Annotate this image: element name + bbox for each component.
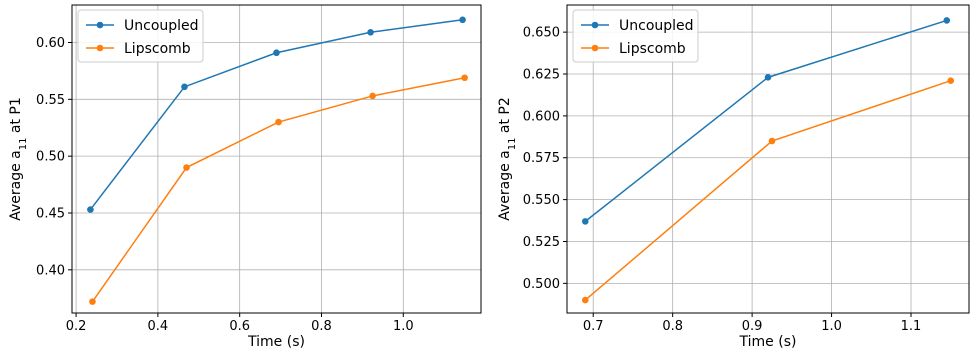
panel-2-y-axis-label: Average a11 at P2 [497, 97, 518, 221]
panel-2-y-tick-label: 0.500 [523, 277, 560, 292]
panel-1-data-point-uncoupled [87, 206, 94, 213]
panel-2-x-tick-label: 0.8 [662, 319, 683, 334]
panel-2-data-point-lipscomb [947, 77, 955, 85]
panel-1-data-point-uncoupled [367, 28, 374, 36]
panel-1-legend-marker-lipscomb [96, 44, 104, 52]
panel-2-y-tick-label: 0.625 [523, 68, 560, 83]
panel-1-data-point-lipscomb [369, 92, 376, 100]
panel-2-data-point-lipscomb [581, 296, 589, 304]
panel-1-data-point-uncoupled [273, 49, 280, 57]
panel-1-x-tick-label: 0.4 [148, 319, 169, 334]
panel-2-x-tick-label: 1.1 [901, 319, 922, 334]
panel-2-y-tick-label: 0.550 [523, 193, 560, 208]
panel-1-y-tick-label: 0.60 [36, 36, 65, 51]
panel-2-axes-frame [566, 4, 970, 314]
panel-1-y-axis-label: Average a11 at P1 [8, 97, 29, 221]
panel-2-series-line-lipscomb [584, 79, 951, 301]
panel-1-x-tick-label: 0.8 [311, 319, 332, 334]
panel-1-data-point-lipscomb [183, 164, 190, 171]
panel-2-legend-label-uncoupled: Uncoupled [619, 18, 694, 34]
panel-1-y-tick-label: 0.55 [36, 93, 65, 108]
panel-1-y-tick-label: 0.45 [36, 206, 65, 221]
panel-2-data-point-uncoupled [581, 218, 589, 225]
panel-2-x-axis-label: Time (s) [739, 334, 797, 350]
panel-1-x-tick-label: 1.0 [393, 319, 414, 334]
panel-1-axes-frame [71, 4, 482, 314]
panel-1-legend: Uncoupled Lipscomb [77, 9, 204, 63]
panel-2-x-tick-label: 0.7 [583, 319, 604, 334]
panel-1-legend-label-uncoupled: Uncoupled [124, 18, 199, 34]
panel-2-legend-marker-uncoupled [591, 21, 599, 29]
panel-2-x-tick-label: 0.9 [742, 319, 763, 334]
panel-2-legend-box [572, 9, 699, 63]
panel-1-plot: 0.2 0.4 0.6 0.8 1.0 0.40 0.45 0.50 0.55 0.60 Time … [8, 4, 482, 350]
panel-1-legend-marker-uncoupled [96, 21, 104, 29]
panel-1-legend-label-lipscomb: Lipscomb [124, 41, 191, 57]
panel-2-legend: Uncoupled Lipscomb [572, 9, 699, 63]
panel-1-data-point-lipscomb [89, 298, 96, 305]
panel-2-x-tick-label: 1.0 [821, 319, 842, 334]
panel-1-series-line-lipscomb [91, 77, 465, 303]
panel-1-x-axis-label: Time (s) [247, 334, 305, 350]
panel-1-data-point-uncoupled [459, 16, 466, 24]
panel-1-data-point-lipscomb [275, 118, 282, 126]
panel-2-data-point-uncoupled [764, 74, 772, 81]
panel-2-y-tick-label: 0.650 [523, 26, 560, 41]
panel-2-y-tick-label: 0.575 [523, 151, 560, 166]
panel-2-y-tick-label: 0.525 [523, 235, 560, 250]
panel-1-y-tick-label: 0.40 [36, 263, 65, 278]
panel-2-plot: 0.7 0.8 0.9 1.0 1.1 0.500 0.525 0.550 0.575 0.600… [497, 4, 970, 350]
panel-2-data-point-uncoupled [943, 17, 951, 24]
panel-1-data-point-lipscomb [461, 74, 468, 82]
panel-2-data-point-lipscomb [768, 137, 776, 145]
panel-1-y-tick-label: 0.50 [36, 150, 65, 165]
panel-1-data-point-uncoupled [181, 83, 188, 91]
panel-1-x-tick-label: 0.6 [229, 319, 250, 334]
panel-2-y-tick-label: 0.600 [523, 109, 560, 124]
panel-2-legend-marker-lipscomb [591, 44, 599, 52]
panel-1-legend-box [77, 9, 204, 63]
panel-2-legend-label-lipscomb: Lipscomb [619, 41, 686, 57]
panel-1-x-tick-label: 0.2 [66, 319, 87, 334]
